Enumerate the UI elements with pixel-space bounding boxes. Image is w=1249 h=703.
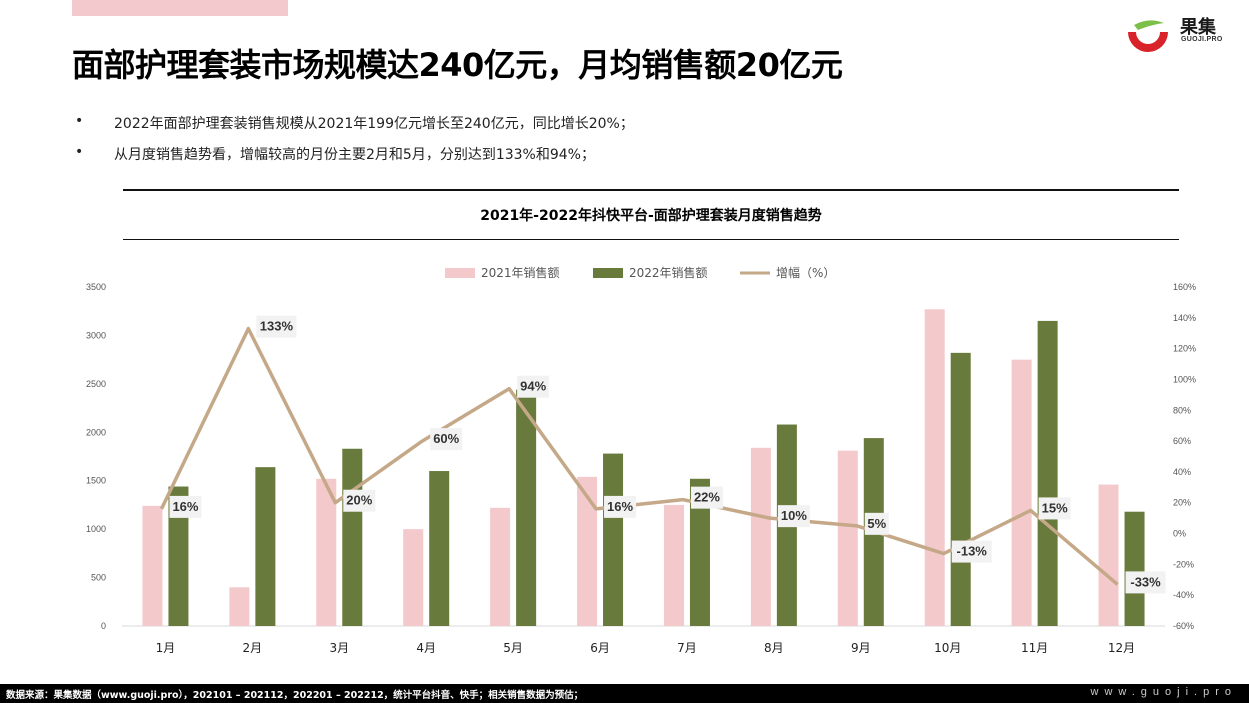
bar-2022 [168,486,189,626]
bar-2022 [255,467,276,626]
chart-title-rule [123,239,1179,240]
growth-label-box [864,512,889,535]
bar-2021 [924,309,945,626]
y-right-tick-label: 120% [1173,344,1196,354]
bar-2022 [1037,320,1058,626]
legend-label-2021: 2021年销售额 [481,265,560,280]
bullet-dot: • [75,144,84,160]
y-right-tick-label: 60% [1173,436,1191,446]
growth-data-label: 133% [260,319,294,334]
bar-2021 [316,478,337,626]
x-category-label: 7月 [677,641,697,655]
growth-data-label: 60% [433,431,459,446]
bar-2021 [750,447,771,626]
growth-data-label: -33% [1130,574,1161,589]
x-category-label: 3月 [329,641,349,655]
growth-label-box [517,375,550,398]
bar-2021 [403,529,424,626]
bar-2021 [229,587,250,626]
x-category-label: 8月 [764,641,784,655]
bar-2021 [490,507,511,626]
growth-label-box [343,489,376,512]
chart-title: 2021年-2022年抖快平台-面部护理套装月度销售趋势 [480,208,822,224]
y-left-tick-label: 1500 [86,476,106,486]
data-source-note: 数据来源：果集数据（www.guoji.pro），202101 – 202112… [6,690,584,701]
y-right-tick-label: 40% [1173,467,1191,477]
x-category-label: 2月 [243,641,263,655]
bar-2021 [142,505,163,626]
top-accent-bar [72,0,288,16]
bar-2022 [603,453,624,626]
growth-data-label: 5% [867,516,886,531]
bullet-text: 从月度销售趋势看，增幅较高的月份主要2月和5月，分别达到133%和94%； [114,147,595,163]
y-right-tick-label: 160% [1173,282,1196,292]
y-right-tick-label: -40% [1173,590,1194,600]
y-right-tick-label: 20% [1173,498,1191,508]
y-right-tick-label: -60% [1173,621,1194,631]
bar-2022 [342,448,363,626]
growth-label-box [690,486,723,509]
growth-data-label: 16% [172,499,198,514]
bar-2022 [429,471,450,626]
y-left-tick-label: 3000 [86,330,106,340]
x-category-label: 1月 [156,641,176,655]
legend-label-growth: 增幅（%） [776,265,835,280]
x-category-label: 6月 [590,641,610,655]
growth-data-label: 10% [781,508,807,523]
bar-2021 [663,504,684,626]
bar-2021 [577,476,598,626]
legend-swatch-2022 [593,268,623,278]
growth-data-label: -13% [957,544,988,559]
y-left-tick-label: 2000 [86,427,106,437]
logo-subtitle: GUOJI.PRO [1181,36,1223,43]
footer-website: www.guoji.pro [1090,686,1237,698]
legend-swatch-2021 [445,268,475,278]
y-left-tick-label: 2500 [86,379,106,389]
growth-data-label: 15% [1042,500,1068,515]
growth-data-label: 22% [694,490,720,505]
x-category-label: 11月 [1021,641,1048,655]
bar-2022 [689,478,710,626]
y-left-tick-label: 0 [101,621,106,631]
y-left-tick-label: 3500 [86,282,106,292]
sales-trend-chart: 0 500 1000 1500 2000 2500 3000 3500 -60% -40% -20%… [86,265,1196,655]
growth-label-box [169,495,202,518]
logo-text: 果集 [1180,17,1216,38]
chart-top-rule [123,189,1179,191]
x-category-label: 9月 [851,641,871,655]
growth-label-box [256,315,297,338]
growth-data-label: 20% [346,493,372,508]
y-left-tick-label: 500 [91,573,106,583]
y-left-tick-label: 1000 [86,524,106,534]
bar-2022 [1124,511,1145,626]
bar-2021 [1011,359,1032,626]
footer-bar: 数据来源：果集数据（www.guoji.pro），202101 – 202112… [0,684,1249,703]
bar-2021 [1098,484,1119,626]
y-right-tick-label: 80% [1173,405,1191,415]
growth-label-box [1038,497,1071,520]
y-right-tick-label: 0% [1173,529,1186,539]
growth-data-label: 94% [520,379,546,394]
y-right-tick-label: 100% [1173,374,1196,384]
x-category-label: 4月 [416,641,436,655]
bullet-text: 2022年面部护理套装销售规模从2021年199亿元增长至240亿元，同比增长2… [114,116,634,132]
bar-2021 [837,450,858,626]
legend-label-2022: 2022年销售额 [629,265,708,280]
growth-label-box [777,505,810,528]
growth-data-label: 16% [607,499,633,514]
growth-label-box [430,428,463,451]
growth-label-box [1125,571,1166,594]
y-right-tick-label: -20% [1173,559,1194,569]
bullet-dot: • [75,113,84,129]
guoji-logo-icon [1128,20,1168,52]
x-category-label: 12月 [1108,641,1135,655]
page-title: 面部护理套装市场规模达240亿元，月均销售额20亿元 [72,46,843,84]
bar-2022 [516,389,537,626]
x-category-label: 10月 [934,641,961,655]
growth-label-box [604,495,637,518]
y-right-tick-label: 140% [1173,313,1196,323]
x-category-label: 5月 [503,641,523,655]
bar-2022 [950,352,971,626]
growth-label-box [951,540,992,563]
